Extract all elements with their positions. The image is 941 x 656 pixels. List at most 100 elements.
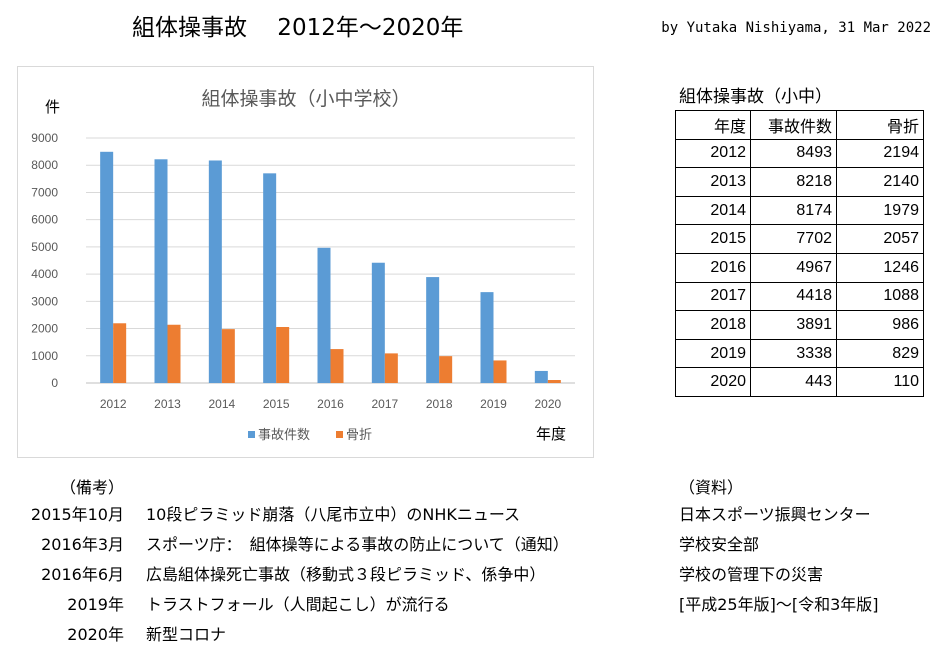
y-tick-label: 4000 [31,267,58,281]
page-title: 組体操事故 2012年～2020年 [132,15,464,41]
table-row: 2017 4418 1088 [675,281,924,312]
note-date: 2016年6月 [41,565,124,584]
cell-year: 2016 [675,252,751,283]
cell-fractures: 2140 [836,167,924,197]
source-item: [平成25年版]～[令和3年版] [679,595,879,614]
sources-heading: （資料） [679,478,744,497]
bar-fractures-2013 [167,324,181,383]
y-tick-label: 9000 [31,131,58,145]
bar-accidents-2016 [317,247,331,383]
cell-fractures: 829 [836,338,924,369]
table-header-row: 年度 事故件数 骨折 [675,110,924,140]
note-text: 新型コロナ [146,625,227,644]
chart-panel: 組体操事故（小中学校） 件 0 1000 2000 3000 4000 5000 6000 700… [17,66,594,458]
cell-fractures: 986 [836,310,924,340]
y-tick-label: 1000 [31,349,58,363]
y-tick-label: 2000 [31,322,58,336]
cell-accidents: 8218 [750,167,837,197]
cell-fractures: 1979 [836,195,924,226]
bar-fractures-2015 [276,327,290,383]
data-table: 年度 事故件数 骨折 2012 8493 2194 2013 8218 2140 2014 8… [675,110,924,397]
y-tick-label: 5000 [31,240,58,254]
cell-fractures: 1088 [836,281,924,312]
table-row: 2013 8218 2140 [675,167,924,197]
cell-year: 2012 [675,138,751,169]
legend-label: 事故件数 [258,428,310,443]
x-tick-label: 2014 [208,397,235,411]
bar-accidents-2013 [154,159,168,383]
cell-fractures: 2194 [836,138,924,169]
bar-accidents-2012 [100,151,114,383]
cell-accidents: 7702 [750,224,837,254]
cell-accidents: 3338 [750,338,837,369]
table-row: 2018 3891 986 [675,310,924,340]
bar-accidents-2014 [208,160,222,383]
bar-accidents-2017 [371,262,385,383]
note-text: スポーツ庁： 組体操等による事故の防止について（通知） [146,535,569,554]
table-row: 2019 3338 829 [675,338,924,369]
bar-accidents-2020 [534,370,548,383]
cell-fractures: 2057 [836,224,924,254]
y-tick-label: 0 [51,376,58,390]
bar-fractures-2017 [384,353,398,383]
cell-year: 2015 [675,224,751,254]
header-year: 年度 [675,110,751,140]
cell-year: 2018 [675,310,751,340]
cell-accidents: 8493 [750,138,837,169]
x-tick-label: 2015 [263,397,290,411]
chart-title: 組体操事故（小中学校） [201,88,410,110]
x-axis-label: 年度 [536,425,566,443]
y-tick-label: 3000 [31,294,58,308]
cell-year: 2014 [675,195,751,226]
cell-year: 2013 [675,167,751,197]
table-row: 2020 443 110 [675,367,924,397]
table-row: 2015 7702 2057 [675,224,924,254]
cell-year: 2019 [675,338,751,369]
x-tick-label: 2020 [534,397,561,411]
bar-accidents-2018 [426,277,440,383]
cell-year: 2020 [675,367,751,397]
y-tick-label: 8000 [31,158,58,172]
x-tick-label: 2019 [480,397,507,411]
note-date: 2015年10月 [30,505,124,524]
table-title: 組体操事故（小中） [679,87,832,107]
legend-swatch-0 [248,431,255,438]
bar-chart: 組体操事故（小中学校） 件 0 1000 2000 3000 4000 5000 6000 700… [31,88,575,443]
note-date: 2019年 [67,595,124,614]
cell-year: 2017 [675,281,751,312]
cell-accidents: 4967 [750,252,837,283]
bar-accidents-2019 [480,292,494,383]
bar-fractures-2019 [493,360,507,383]
y-tick-label: 7000 [31,185,58,199]
table-row: 2014 8174 1979 [675,195,924,226]
source-item: 学校安全部 [679,535,760,554]
bar-accidents-2015 [263,173,277,383]
notes-heading: （備考） [60,478,125,497]
legend-label: 骨折 [346,428,372,443]
x-tick-label: 2018 [426,397,453,411]
x-tick-label: 2016 [317,397,344,411]
table-row: 2012 8493 2194 [675,138,924,169]
note-date: 2020年 [67,625,124,644]
cell-fractures: 1246 [836,252,924,283]
cell-accidents: 443 [750,367,837,397]
table-row: 2016 4967 1246 [675,252,924,283]
bar-fractures-2016 [330,349,344,383]
bar-fractures-2012 [113,323,127,383]
note-text: トラストフォール（人間起こし）が流行る [146,595,450,614]
note-text: 10段ピラミッド崩落（八尾市立中）のNHKニュース [146,505,521,524]
cell-accidents: 4418 [750,281,837,312]
note-date: 2016年3月 [41,535,124,554]
source-item: 学校の管理下の災害 [679,565,824,584]
x-tick-label: 2013 [154,397,181,411]
source-item: 日本スポーツ振興センター [679,505,871,524]
y-axis-label: 件 [45,98,60,116]
note-text: 広島組体操死亡事故（移動式３段ピラミッド、係争中） [146,565,546,584]
legend-swatch-1 [336,431,343,438]
x-tick-label: 2017 [371,397,398,411]
bar-fractures-2014 [221,329,235,383]
y-tick-label: 6000 [31,213,58,227]
cell-fractures: 110 [836,367,924,397]
cell-accidents: 3891 [750,310,837,340]
sources-list: 日本スポーツ振興センター 学校安全部学校の管理下の災害 [平成25年版]～[令和3年… [679,501,879,621]
